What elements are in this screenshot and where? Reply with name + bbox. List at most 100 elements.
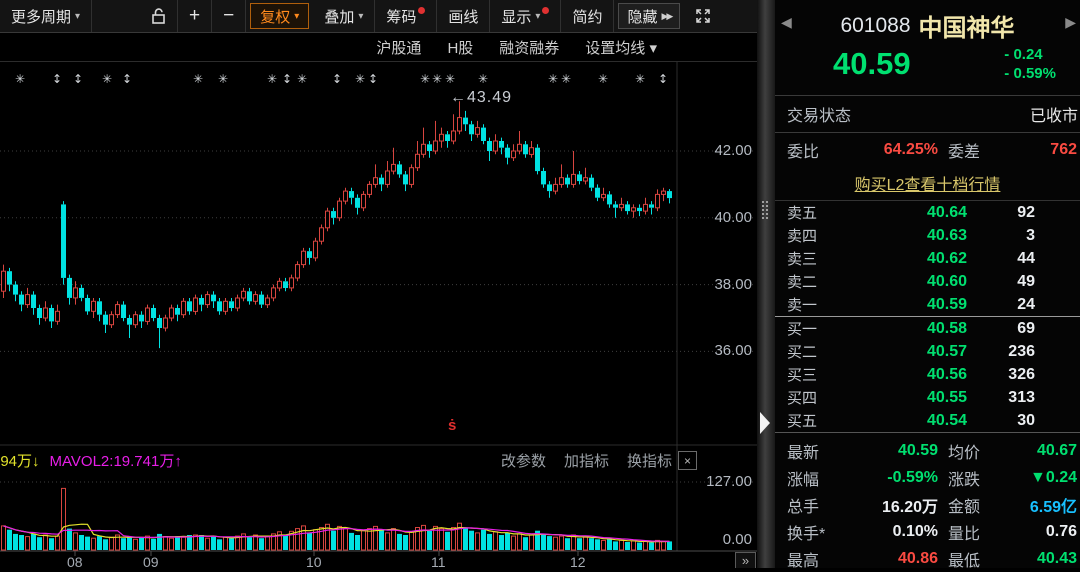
more-period-button[interactable]: 更多周期 ▾ <box>0 0 93 32</box>
stat-value: 40.59 <box>897 441 938 459</box>
bid-price: 40.57 <box>926 342 967 360</box>
kline-chart[interactable]: ✳↕↕✳↕✳✳✳↕✳↕✳↕✳✳✳✳✳✳✳✳↕ ←43.49 ṡ 394万↓ MA… <box>0 62 757 568</box>
display-label: 显示 <box>501 8 532 26</box>
event-updown-icon: ↕ <box>122 72 132 86</box>
close-indicator-button[interactable]: × <box>678 451 697 470</box>
ask-row[interactable]: 卖二 40.60 49 <box>775 270 1080 293</box>
buy-l2-link[interactable]: 购买L2查看十档行情 <box>854 177 1001 194</box>
price-axis-label: 38.00 <box>714 275 752 293</box>
price-axis-label: 42.00 <box>714 142 752 159</box>
axis-more-button[interactable]: » <box>735 552 756 568</box>
bid-list: 买一 40.58 69 买二 40.57 236 买三 40.56 326 买四 40… <box>775 317 1080 432</box>
indicator-links: 改参数 加指标 换指标 <box>501 448 672 472</box>
quote-panel: ◀ ▶ 601088 中国神华 40.59 - 0.24 - 0.59% 交易状… <box>775 0 1080 570</box>
fullscreen-icon <box>696 9 711 23</box>
month-axis-label: 11 <box>431 554 446 568</box>
ask-label: 卖五 <box>787 205 818 222</box>
display-button[interactable]: 显示 ▾ <box>490 0 562 32</box>
chips-label: 筹码 <box>386 8 417 26</box>
mavol2-value: MAVOL2:19.741万↑ <box>49 452 182 470</box>
stat-value: 40.86 <box>897 549 938 567</box>
splitter-grip-icon[interactable] <box>761 200 770 220</box>
stat-label: 均价 <box>948 444 981 462</box>
bid-row[interactable]: 买五 40.54 30 <box>775 409 1080 432</box>
event-sun-icon: ✳ <box>267 72 277 86</box>
chevron-down-icon: ▾ <box>358 10 364 22</box>
draw-line-label: 画线 <box>448 8 479 26</box>
stat-row-2: 总手 16.20万 金额 6.59亿 <box>775 491 1080 518</box>
simple-mode-label: 简约 <box>572 8 603 26</box>
bid-row[interactable]: 买一 40.58 69 <box>775 317 1080 340</box>
bid-label: 买一 <box>787 321 818 338</box>
event-updown-icon: ↕ <box>73 72 83 86</box>
fullscreen-button[interactable] <box>684 0 722 32</box>
chevron-down-icon: ▾ <box>535 10 541 22</box>
stat-label: 金额 <box>948 498 981 516</box>
simple-mode-button[interactable]: 简约 <box>561 0 615 32</box>
indicator-link-0[interactable]: 改参数 <box>500 452 546 470</box>
event-sun-icon: ✳ <box>635 72 645 86</box>
bid-qty: 326 <box>1008 365 1035 383</box>
bid-price: 40.58 <box>926 319 967 337</box>
event-sun-icon: ✳ <box>548 72 558 86</box>
event-updown-icon: ↕ <box>658 72 668 86</box>
peak-price-annotation: ←43.49 <box>450 89 513 106</box>
volume-header: 394万↓ MAVOL2:19.741万↑ <box>0 448 757 472</box>
collapse-panel-arrow[interactable] <box>760 412 770 434</box>
prev-stock-arrow[interactable]: ◀ <box>781 14 792 30</box>
fuquan-button[interactable]: 复权 ▾ <box>250 3 310 29</box>
next-stock-arrow[interactable]: ▶ <box>1065 14 1076 30</box>
subbar-link-1[interactable]: H股 <box>447 39 474 57</box>
bid-qty: 236 <box>1008 342 1035 360</box>
event-sun-icon: ✳ <box>420 72 430 86</box>
chart-canvas[interactable]: ✳ ↕ ↕ ✳ ↕ ✳ ✳ ✳ ↕ ✳ ↕ ✳ ↕ ✳ ✳ ✳ ✳ ✳ ✳ ✳ ✳ ↕ <box>0 62 757 568</box>
stat-value: -0.59% <box>887 468 938 486</box>
minus-icon: − <box>223 5 235 26</box>
sell-signal-marker: ṡ <box>448 417 457 434</box>
zoom-out-button[interactable]: − <box>212 0 247 32</box>
trade-status-value: 已收市 <box>1029 108 1078 125</box>
stat-value: ▼0.24 <box>1030 468 1077 486</box>
ask-row[interactable]: 卖四 40.63 3 <box>775 224 1080 247</box>
panel-splitter[interactable] <box>757 0 775 568</box>
bid-row[interactable]: 买三 40.56 326 <box>775 363 1080 386</box>
quote-header: ◀ ▶ 601088 中国神华 40.59 - 0.24 - 0.59% <box>775 0 1080 96</box>
indicator-link-1[interactable]: 加指标 <box>563 452 609 470</box>
ask-row[interactable]: 卖五 40.64 92 <box>775 201 1080 224</box>
volume-axis-label: 0.00 <box>722 531 752 548</box>
bid-row[interactable]: 买二 40.57 236 <box>775 340 1080 363</box>
zoom-in-button[interactable]: + <box>178 0 213 32</box>
draw-line-button[interactable]: 画线 <box>437 0 491 32</box>
stat-row-1: 涨幅 -0.59% 涨跌 ▼0.24 <box>775 464 1080 491</box>
bid-row[interactable]: 买四 40.55 313 <box>775 386 1080 409</box>
subbar-link-2[interactable]: 融资融券 <box>499 39 560 57</box>
stat-row-4: 最高 40.86 最低 40.43 <box>775 545 1080 572</box>
ask-label: 卖一 <box>787 297 818 314</box>
chevron-down-icon: ▾ <box>294 10 300 22</box>
indicator-link-2[interactable]: 换指标 <box>626 452 672 470</box>
chips-button[interactable]: 筹码 <box>375 0 438 32</box>
bid-qty: 313 <box>1008 388 1035 406</box>
change-value: - 0.24 <box>1004 46 1043 63</box>
hide-button[interactable]: 隐藏 ▶▶ <box>618 3 681 29</box>
overlay-button[interactable]: 叠加 ▾ <box>313 0 376 32</box>
unlock-icon <box>152 7 165 24</box>
event-sun-icon: ✳ <box>445 72 455 86</box>
event-updown-icon: ↕ <box>368 72 378 86</box>
lock-button[interactable] <box>140 0 179 32</box>
stock-name: 中国神华 <box>918 15 1015 42</box>
ask-row[interactable]: 卖一 40.59 24 <box>775 293 1080 316</box>
event-sun-icon: ✳ <box>355 72 365 86</box>
event-sun-icon: ✳ <box>297 72 307 86</box>
stat-value: 40.67 <box>1036 441 1077 459</box>
bid-price: 40.54 <box>926 411 967 429</box>
chevron-down-icon: ▾ <box>75 10 81 22</box>
orderbook-separator <box>775 316 1080 317</box>
notification-dot-icon <box>418 6 426 14</box>
trade-status-label: 交易状态 <box>787 108 852 125</box>
ask-row[interactable]: 卖三 40.62 44 <box>775 247 1080 270</box>
subbar-link-3[interactable]: 设置均线 ▾ <box>585 39 657 57</box>
event-updown-icon: ↕ <box>52 72 62 86</box>
subbar-link-0[interactable]: 沪股通 <box>376 39 422 57</box>
bid-label: 买二 <box>787 344 818 361</box>
